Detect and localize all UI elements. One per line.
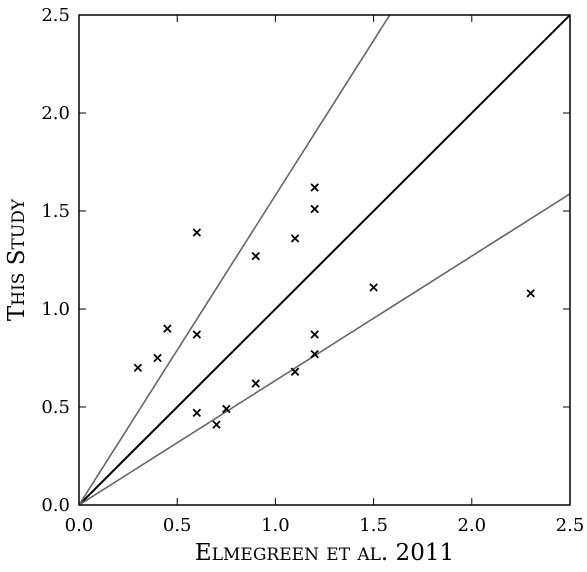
data-point-14: [310, 330, 319, 339]
y-tick-labels: 0.0 0.5 1.0 1.5 2.0 2.5: [41, 5, 70, 516]
data-point-0: [133, 363, 143, 373]
data-point-2: [163, 324, 172, 333]
data-markers: [133, 183, 535, 429]
x-axis-title: ELMEGREEN ET AL. 2011: [195, 540, 454, 566]
data-point-10: [290, 234, 300, 243]
data-point-3: [192, 228, 202, 237]
data-point-6: [212, 420, 221, 429]
y-tick-label: 2.0: [41, 103, 70, 124]
data-point-7: [222, 404, 231, 414]
x-tick-label: 0.0: [65, 515, 94, 536]
data-point-4: [192, 330, 202, 339]
x-tick-label: 2.5: [556, 515, 585, 536]
reference-line-0: [79, 15, 570, 505]
x-tick-label: 0.5: [163, 515, 192, 536]
plot-frame: [78, 14, 571, 506]
data-point-1: [153, 353, 162, 363]
data-point-15: [310, 349, 319, 359]
y-tick-label: 1.5: [41, 201, 70, 222]
y-axis-title: THIS STUDY: [4, 198, 30, 321]
data-point-13: [310, 204, 319, 214]
y-tick-label: 0.5: [41, 397, 70, 418]
reference-line-1: [79, 15, 391, 505]
reference-line-2: [79, 193, 570, 505]
y-tick-label: 1.0: [41, 299, 70, 320]
y-tick-label: 0.0: [41, 495, 70, 516]
data-point-9: [251, 379, 260, 388]
reference-lines: [79, 15, 570, 505]
data-point-17: [526, 289, 535, 298]
data-point-5: [192, 408, 202, 418]
data-point-8: [251, 251, 260, 261]
y-tick-label: 2.5: [41, 5, 70, 26]
axis-ticks: [78, 14, 571, 506]
x-tick-labels: 0.0 0.5 1.0 1.5 2.0 2.5: [65, 515, 585, 536]
data-point-11: [290, 367, 300, 376]
data-point-12: [310, 183, 319, 192]
x-tick-label: 1.0: [261, 515, 290, 536]
x-tick-label: 2.0: [457, 515, 486, 536]
data-point-16: [369, 283, 378, 292]
x-tick-label: 1.5: [359, 515, 388, 536]
